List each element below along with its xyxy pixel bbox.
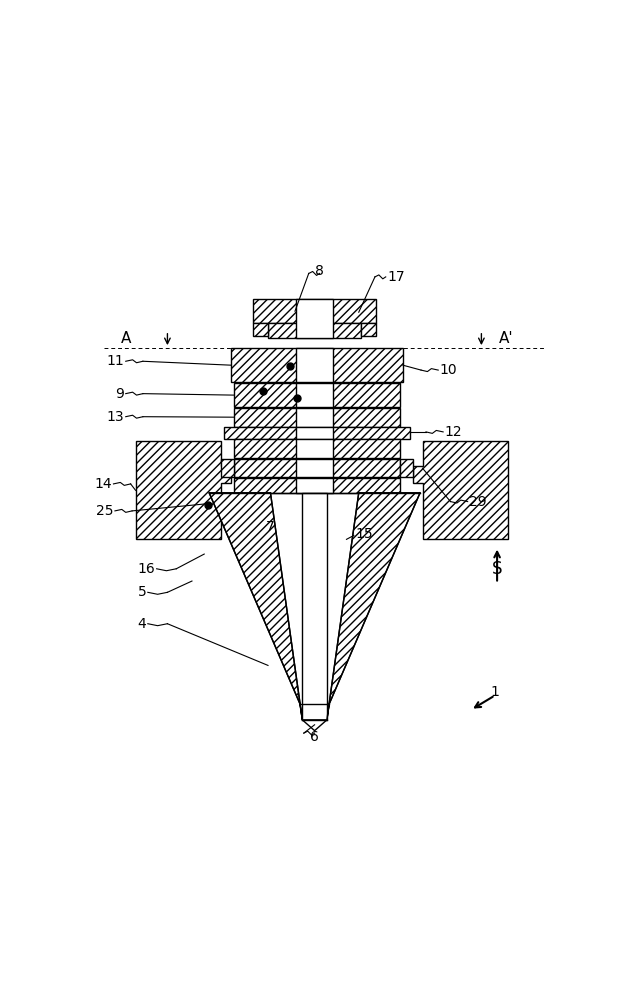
Polygon shape — [135, 441, 231, 539]
Text: 12: 12 — [444, 425, 462, 439]
Bar — [253, 323, 268, 336]
Text: 10: 10 — [440, 363, 457, 377]
Polygon shape — [327, 493, 420, 720]
Text: 17: 17 — [387, 270, 405, 284]
Bar — [361, 323, 376, 336]
Bar — [296, 383, 333, 407]
Text: 7: 7 — [266, 520, 275, 534]
Text: 11: 11 — [106, 354, 124, 368]
Text: A': A' — [499, 331, 513, 346]
Bar — [296, 439, 333, 458]
Bar — [253, 299, 376, 323]
Text: A: A — [120, 331, 131, 346]
Text: 9: 9 — [115, 387, 124, 401]
Text: 13: 13 — [106, 410, 124, 424]
Text: 1: 1 — [491, 685, 499, 699]
Text: S: S — [492, 560, 503, 578]
Text: 25: 25 — [96, 504, 113, 518]
Bar — [296, 459, 333, 477]
Bar — [224, 427, 410, 439]
Bar — [401, 459, 413, 477]
Polygon shape — [209, 493, 303, 720]
Polygon shape — [413, 441, 508, 539]
Bar — [234, 478, 401, 493]
Bar — [231, 348, 403, 382]
Bar — [222, 459, 234, 477]
Bar — [296, 427, 333, 439]
Text: 8: 8 — [315, 264, 324, 278]
Bar — [296, 348, 333, 382]
Text: 14: 14 — [94, 477, 112, 491]
Bar — [303, 493, 327, 720]
Bar — [268, 323, 361, 338]
Polygon shape — [303, 720, 327, 731]
Bar — [234, 439, 401, 458]
Bar — [234, 383, 401, 407]
Text: 6: 6 — [310, 730, 319, 744]
Bar — [296, 408, 333, 427]
Bar — [296, 478, 333, 493]
Text: 5: 5 — [137, 585, 146, 599]
Text: 29: 29 — [469, 495, 487, 509]
Bar — [234, 408, 401, 427]
Text: 4: 4 — [137, 617, 146, 631]
Text: 16: 16 — [137, 562, 155, 576]
Bar — [296, 299, 333, 338]
Text: 15: 15 — [355, 527, 373, 541]
Bar — [234, 459, 401, 477]
